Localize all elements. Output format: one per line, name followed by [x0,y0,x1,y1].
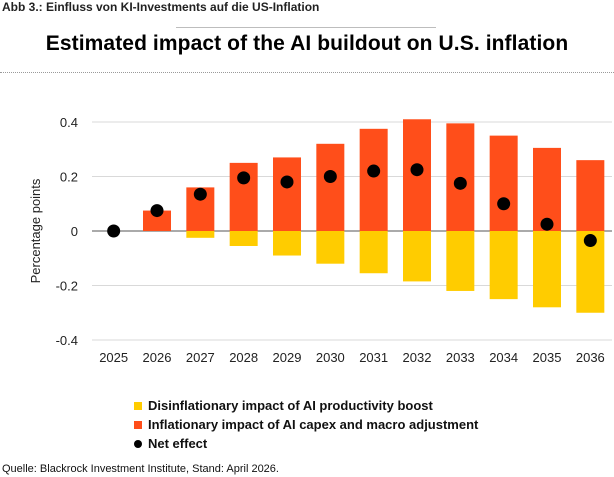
x-tick-label: 2033 [446,350,475,365]
y-tick-label: 0.2 [60,170,78,185]
inflationary-bar-2034 [489,135,518,231]
legend-item-net-effect: Net effect [134,434,478,453]
bars [143,119,605,313]
x-tick-label: 2029 [273,350,302,365]
net-effect-dot-2026 [150,204,164,218]
net-effect-dot-2036 [583,234,597,248]
dotted-divider [0,72,614,73]
x-tick-label: 2032 [403,350,432,365]
inflationary-bar-2029 [273,157,301,231]
net-effect-dot-2025 [107,224,121,238]
x-tick-label: 2028 [229,350,258,365]
legend-label-disinflationary: Disinflationary impact of AI productivit… [148,398,433,413]
disinflationary-bar-2033 [446,231,475,291]
net-effect-dots [107,163,597,248]
inflationary-bar-2026 [143,210,171,231]
net-effect-dot-2031 [367,164,381,178]
y-tick-label: 0.4 [60,115,78,130]
net-effect-dot-2034 [497,197,511,211]
x-tick-label: 2027 [186,350,215,365]
disinflationary-bar-2030 [316,231,345,264]
y-axis-label: Percentage points [28,178,43,283]
y-tick-labels: 0.4 0.2 0 -0.2 -0.4 [56,115,78,348]
disinflationary-bar-2028 [229,231,258,246]
title-rule [176,27,436,28]
inflationary-bar-2030 [316,143,345,231]
net-effect-dot-2028 [237,171,251,185]
inflationary-bar-2035 [533,147,561,231]
gridlines [92,121,612,341]
x-tick-label: 2026 [143,350,172,365]
legend-item-inflationary: Inflationary impact of AI capex and macr… [134,415,478,434]
legend-swatch-net-effect [134,439,142,448]
disinflationary-bar-2032 [403,231,431,282]
legend-swatch-disinflationary [134,401,142,410]
disinflationary-bar-2034 [489,231,518,300]
net-effect-dot-2035 [540,217,554,231]
x-tick-label: 2034 [489,350,518,365]
net-effect-dot-2029 [280,175,294,189]
y-tick-label: -0.4 [56,333,78,348]
disinflationary-bar-2027 [186,231,215,238]
disinflationary-bar-2029 [273,231,301,256]
disinflationary-bar-2035 [533,231,561,308]
x-tick-label: 2030 [316,350,345,365]
x-tick-label: 2031 [359,350,388,365]
inflationary-bar-2031 [359,128,388,231]
x-tick-label: 2036 [576,350,605,365]
net-effect-dot-2032 [410,163,424,177]
legend-label-inflationary: Inflationary impact of AI capex and macr… [148,417,479,432]
x-tick-label: 2035 [533,350,562,365]
legend-label-net-effect: Net effect [148,436,208,451]
net-effect-dot-2027 [193,187,207,201]
source-note: Quelle: Blackrock Investment Institute, … [2,463,279,475]
legend-item-disinflationary: Disinflationary impact of AI productivit… [134,396,478,415]
x-tick-labels: 2025 2026 2027 2028 2029 2030 2031 2032 2033 2034… [99,350,605,365]
net-effect-dot-2033 [453,176,467,190]
inflationary-bar-2036 [576,160,605,231]
net-effect-dot-2030 [323,170,337,183]
disinflationary-bar-2031 [359,231,388,274]
chart-title: Estimated impact of the AI buildout on U… [45,32,569,55]
figure-caption: Abb 3.: Einfluss von KI-Investments auf … [2,0,320,14]
x-tick-label: 2025 [99,350,128,365]
y-tick-label: -0.2 [56,279,78,294]
legend-swatch-inflationary [134,420,142,429]
legend: Disinflationary impact of AI productivit… [134,396,478,453]
y-tick-label: 0 [71,224,78,239]
